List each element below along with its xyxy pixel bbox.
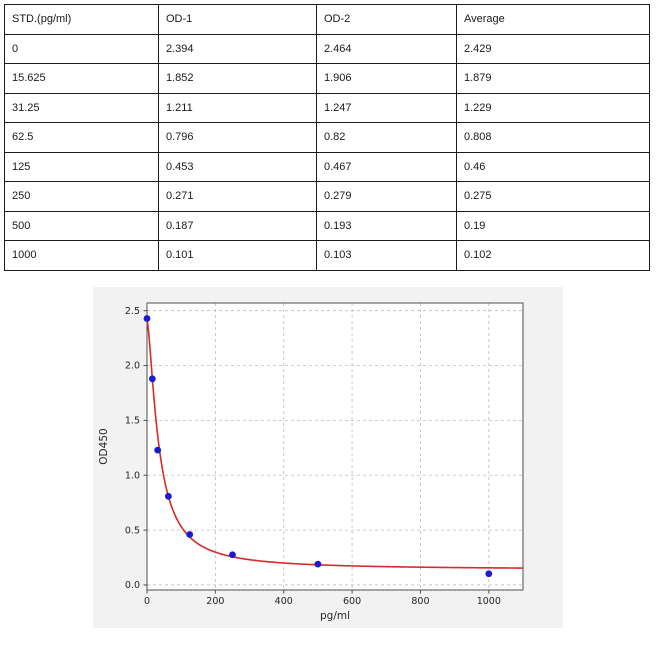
table-cell: 125 <box>4 151 159 182</box>
y-axis-label: OD450 <box>98 428 110 464</box>
data-point <box>229 551 236 559</box>
x-tick-label: 0 <box>144 596 150 607</box>
x-tick-label: 400 <box>275 596 293 607</box>
table-header-row: STD.(pg/ml) OD-1 OD-2 Average <box>4 4 650 35</box>
table-cell: 250 <box>4 181 159 212</box>
x-tick-label: 1000 <box>477 596 501 607</box>
table-row: 125 0.453 0.467 0.46 <box>4 151 650 182</box>
table-cell: 0 <box>4 33 159 64</box>
y-tick-label: 1.0 <box>125 470 140 481</box>
standard-curve-chart: 0 200 400 600 800 1000 0.0 0.5 1.0 1.5 2.0 2.5 pg/ml… <box>98 302 524 622</box>
plot-border <box>146 302 524 591</box>
standards-table: STD.(pg/ml) OD-1 OD-2 Average 0 2.394 2.464 2.… <box>4 4 650 271</box>
fit-curve <box>146 318 524 569</box>
table-cell: 0.193 <box>316 210 457 241</box>
plot-area <box>147 303 523 590</box>
table-cell: 0.46 <box>456 151 650 182</box>
y-tick-label: 0.5 <box>125 525 140 536</box>
table-row: 15.625 1.852 1.906 1.879 <box>4 63 650 94</box>
table-cell: 1.247 <box>316 92 457 123</box>
table-cell: 0.187 <box>158 210 317 241</box>
x-tick-label: 800 <box>411 596 429 607</box>
x-tick-label: 600 <box>343 596 361 607</box>
data-point <box>154 446 162 454</box>
table-cell: 0.271 <box>158 181 317 212</box>
table-cell: 0.275 <box>456 181 650 212</box>
table-header-cell: STD.(pg/ml) <box>4 4 159 35</box>
data-point <box>143 315 151 322</box>
table-cell: 2.429 <box>456 33 650 64</box>
table-header-cell: OD-1 <box>158 4 317 35</box>
table-cell: 1.852 <box>158 63 317 94</box>
table-row: 31.25 1.211 1.247 1.229 <box>4 92 650 123</box>
x-tick-label: 200 <box>206 596 224 607</box>
table-header-cell: Average <box>456 4 650 35</box>
data-point <box>186 531 194 538</box>
data-point <box>485 570 493 578</box>
table-cell: 1000 <box>4 240 159 271</box>
table-cell: 1.229 <box>456 92 650 123</box>
y-tick-label: 1.5 <box>125 416 140 427</box>
table-cell: 0.808 <box>456 122 650 153</box>
table-cell: 31.25 <box>4 92 159 123</box>
y-tick-label: 2.5 <box>125 306 140 317</box>
y-tick-label: 0.0 <box>125 580 140 591</box>
table-cell: 62.5 <box>4 122 159 153</box>
table-cell: 0.103 <box>316 240 457 271</box>
table-row: 500 0.187 0.193 0.19 <box>4 210 650 241</box>
table-cell: 0.19 <box>456 210 650 241</box>
standard-curve-figure: 0 200 400 600 800 1000 0.0 0.5 1.0 1.5 2.0 2.5 pg/ml… <box>93 287 563 628</box>
table-cell: 0.467 <box>316 151 457 182</box>
table-cell: 0.102 <box>456 240 650 271</box>
data-point <box>314 560 322 568</box>
table-cell: 500 <box>4 210 159 241</box>
table-cell: 1.211 <box>158 92 317 123</box>
table-cell: 0.796 <box>158 122 317 153</box>
data-point <box>164 492 172 500</box>
table-cell: 15.625 <box>4 63 159 94</box>
table-cell: 2.464 <box>316 33 457 64</box>
table-cell: 0.279 <box>316 181 457 212</box>
table-cell: 2.394 <box>158 33 317 64</box>
table-row: 62.5 0.796 0.82 0.808 <box>4 122 650 153</box>
table-cell: 0.453 <box>158 151 317 182</box>
y-tick-label: 2.0 <box>125 361 140 372</box>
table-cell: 1.906 <box>316 63 457 94</box>
data-point <box>148 375 156 383</box>
table-cell: 0.101 <box>158 240 317 271</box>
table-header-cell: OD-2 <box>316 4 457 35</box>
table-cell: 1.879 <box>456 63 650 94</box>
table-cell: 0.82 <box>316 122 457 153</box>
x-axis-label: pg/ml <box>320 610 350 622</box>
table-row: 250 0.271 0.279 0.275 <box>4 181 650 212</box>
table-row: 1000 0.101 0.103 0.102 <box>4 240 650 271</box>
table-row: 0 2.394 2.464 2.429 <box>4 33 650 64</box>
